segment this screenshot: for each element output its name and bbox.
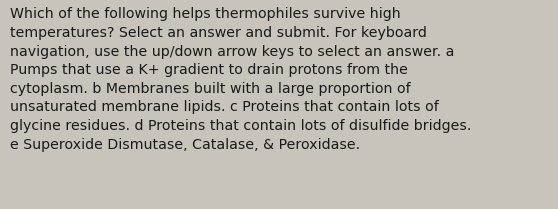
Text: Which of the following helps thermophiles survive high
temperatures? Select an a: Which of the following helps thermophile… <box>10 7 472 152</box>
